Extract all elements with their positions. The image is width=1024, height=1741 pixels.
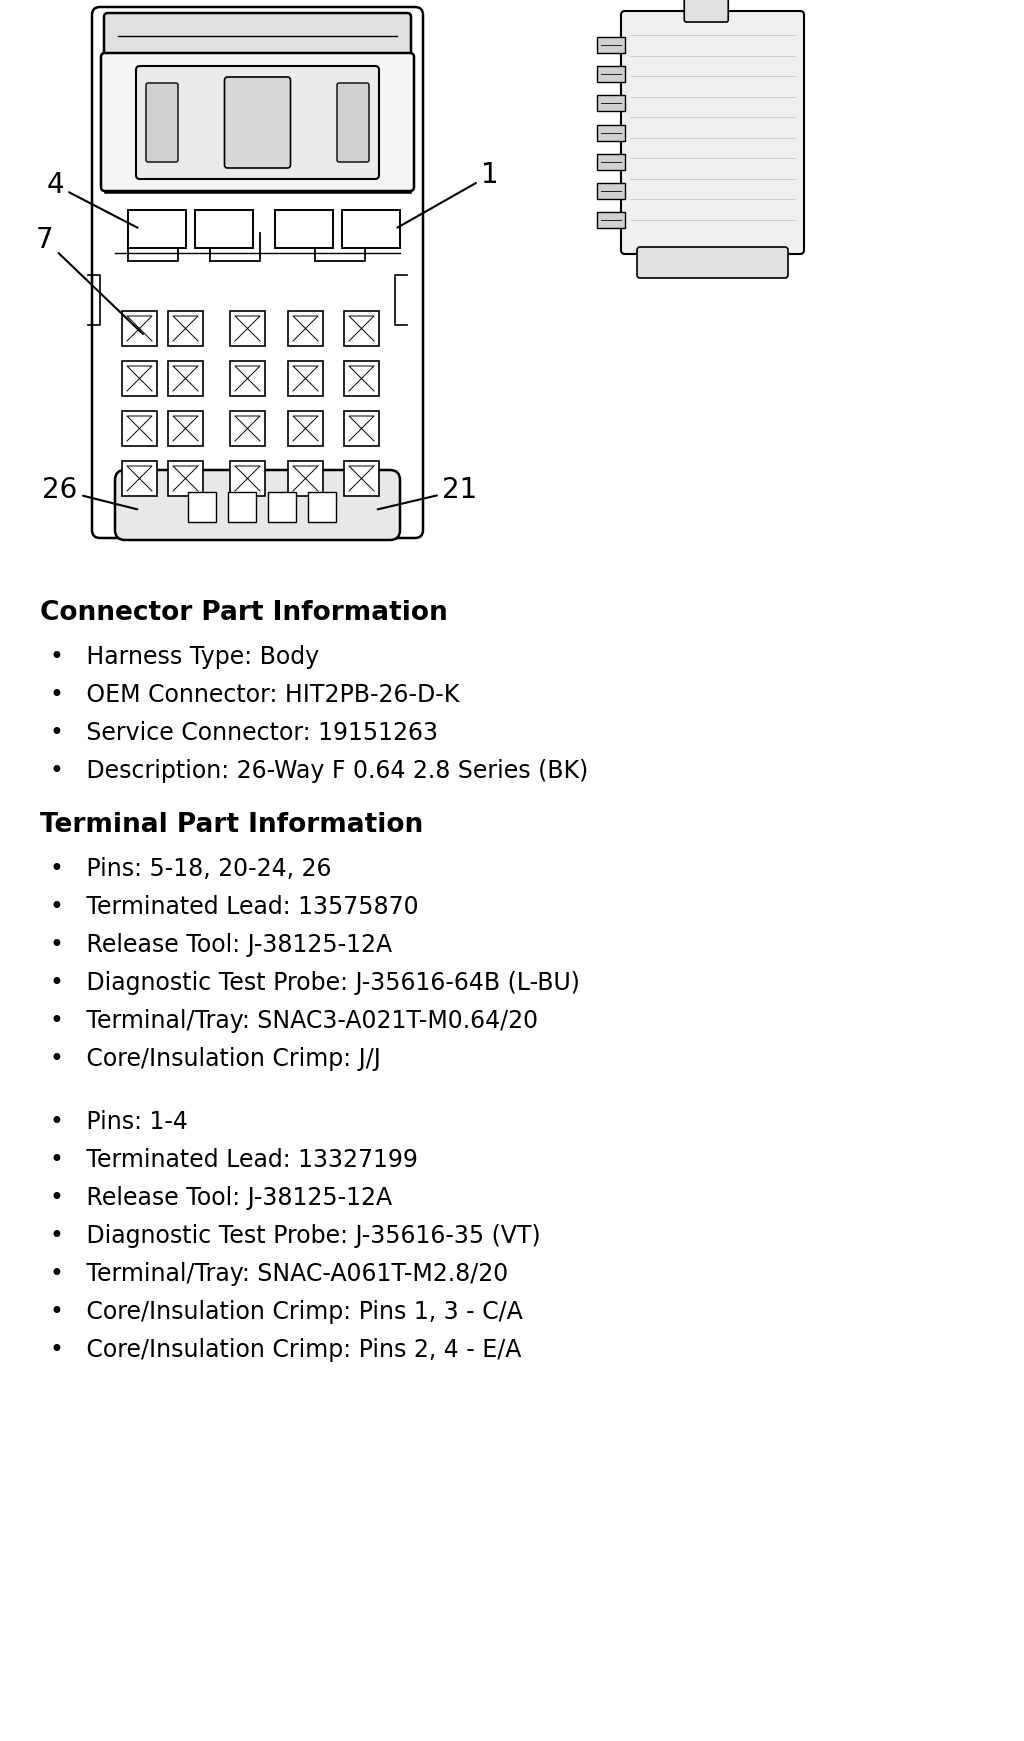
FancyBboxPatch shape [637,247,788,279]
FancyBboxPatch shape [337,84,369,162]
Text: •   Release Tool: J-38125-12A: • Release Tool: J-38125-12A [50,1186,392,1210]
Bar [195,211,253,247]
Text: 1: 1 [397,160,499,228]
Bar [597,96,625,111]
Bar [188,493,216,522]
Text: •   Core/Insulation Crimp: Pins 2, 4 - E/A: • Core/Insulation Crimp: Pins 2, 4 - E/A [50,1339,521,1361]
Bar [288,360,323,395]
Bar [288,411,323,446]
Text: •   Description: 26-Way F 0.64 2.8 Series (BK): • Description: 26-Way F 0.64 2.8 Series … [50,759,588,783]
Bar [288,461,323,496]
Text: •   OEM Connector: HIT2PB-26-D-K: • OEM Connector: HIT2PB-26-D-K [50,682,460,707]
FancyBboxPatch shape [621,10,804,254]
Text: •   Service Connector: 19151263: • Service Connector: 19151263 [50,721,438,745]
Text: •   Diagnostic Test Probe: J-35616-35 (VT): • Diagnostic Test Probe: J-35616-35 (VT) [50,1224,541,1248]
Bar [344,312,379,346]
Bar [230,312,265,346]
Text: •   Diagnostic Test Probe: J-35616-64B (L-BU): • Diagnostic Test Probe: J-35616-64B (L-… [50,971,580,996]
FancyBboxPatch shape [136,66,379,179]
Bar [122,411,157,446]
Bar [288,312,323,346]
Bar [344,461,379,496]
Bar [597,66,625,82]
Bar [122,360,157,395]
FancyBboxPatch shape [115,470,400,540]
Bar [168,360,203,395]
Bar [597,212,625,228]
Bar [344,411,379,446]
Text: •   Pins: 1-4: • Pins: 1-4 [50,1111,187,1133]
Text: 7: 7 [36,226,143,334]
Bar [168,312,203,346]
Bar [342,211,400,247]
Bar [122,461,157,496]
Text: •   Terminal/Tray: SNAC-A061T-M2.8/20: • Terminal/Tray: SNAC-A061T-M2.8/20 [50,1262,508,1287]
Bar [230,411,265,446]
Bar [122,312,157,346]
Bar [344,360,379,395]
FancyBboxPatch shape [104,12,411,59]
Bar [228,493,256,522]
Bar [597,183,625,198]
Text: •   Pins: 5-18, 20-24, 26: • Pins: 5-18, 20-24, 26 [50,857,332,881]
Bar [308,493,336,522]
Bar [168,461,203,496]
Text: •   Release Tool: J-38125-12A: • Release Tool: J-38125-12A [50,933,392,958]
Bar [128,211,186,247]
Text: •   Core/Insulation Crimp: Pins 1, 3 - C/A: • Core/Insulation Crimp: Pins 1, 3 - C/A [50,1301,522,1323]
Bar [597,153,625,169]
Text: •   Terminal/Tray: SNAC3-A021T-M0.64/20: • Terminal/Tray: SNAC3-A021T-M0.64/20 [50,1010,539,1032]
Bar [275,211,333,247]
Text: •   Core/Insulation Crimp: J/J: • Core/Insulation Crimp: J/J [50,1046,381,1071]
Text: •   Terminated Lead: 13327199: • Terminated Lead: 13327199 [50,1147,418,1172]
Text: •   Harness Type: Body: • Harness Type: Body [50,644,319,669]
Bar [168,411,203,446]
FancyBboxPatch shape [224,77,291,167]
Text: 26: 26 [42,475,137,510]
FancyBboxPatch shape [92,7,423,538]
FancyBboxPatch shape [101,52,414,192]
Bar [268,493,296,522]
Text: 4: 4 [46,171,137,228]
Text: Terminal Part Information: Terminal Part Information [40,811,423,837]
FancyBboxPatch shape [146,84,178,162]
Bar [230,461,265,496]
Bar [597,37,625,52]
Text: Connector Part Information: Connector Part Information [40,601,447,627]
Text: 21: 21 [378,475,477,510]
FancyBboxPatch shape [684,0,728,23]
Bar [230,360,265,395]
Text: •   Terminated Lead: 13575870: • Terminated Lead: 13575870 [50,895,419,919]
Bar [597,125,625,141]
